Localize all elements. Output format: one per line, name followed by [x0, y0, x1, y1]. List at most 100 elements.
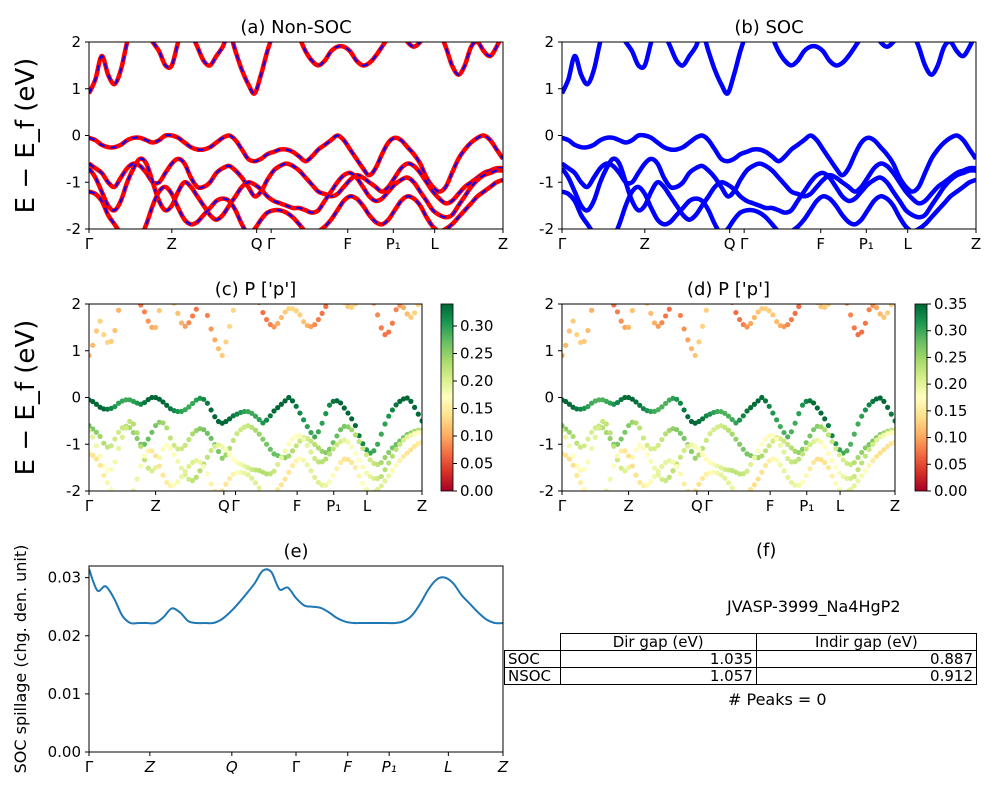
projection-point — [644, 304, 650, 306]
projection-point — [323, 482, 329, 488]
projection-point — [637, 425, 643, 431]
projection-point — [338, 293, 343, 298]
projection-point — [859, 460, 865, 466]
band-line — [89, 177, 503, 229]
projection-point — [737, 441, 743, 447]
projection-point — [175, 408, 181, 415]
projection-point — [352, 432, 358, 438]
projection-point — [293, 403, 299, 409]
projection-point — [164, 425, 170, 431]
projection-point — [97, 318, 103, 324]
projection-point — [234, 431, 240, 437]
projection-point — [659, 436, 665, 443]
projection-point — [312, 441, 318, 448]
projection-point — [614, 309, 621, 315]
projection-point — [304, 423, 310, 430]
projection-point — [326, 446, 333, 452]
projection-point — [688, 448, 695, 455]
projection-point — [412, 404, 418, 410]
projection-point — [323, 456, 329, 462]
x-tick-label: Z — [167, 235, 177, 253]
projection-point — [89, 422, 92, 429]
projection-point — [851, 459, 857, 466]
projection-point — [286, 453, 292, 459]
projection-point — [349, 444, 355, 450]
projection-point — [633, 293, 638, 298]
projection-point — [892, 418, 895, 424]
projection-point — [345, 456, 351, 463]
projection-point — [297, 410, 303, 416]
projection-point — [748, 405, 754, 411]
projection-point — [167, 435, 173, 441]
band-line — [562, 156, 976, 206]
projection-point — [788, 479, 795, 486]
projection-point — [97, 462, 103, 468]
projection-point — [637, 442, 643, 448]
projection-point — [375, 312, 381, 318]
projection-point — [800, 297, 805, 302]
projection-point — [562, 352, 565, 359]
projection-point — [641, 291, 646, 296]
projection-point — [223, 418, 229, 425]
projection-point — [378, 325, 384, 331]
y-tick-label: 2 — [544, 33, 554, 51]
spillage-line — [89, 568, 503, 625]
projection-point — [212, 337, 218, 343]
projection-point — [352, 451, 358, 457]
projection-point — [677, 400, 684, 406]
gap-table-header-row: Dir gap (eV) Indir gap (eV) — [504, 633, 978, 651]
projection-point — [633, 399, 639, 405]
projection-point — [164, 479, 170, 486]
panel-title: (c) P ['p'] — [215, 279, 297, 300]
projection-point — [178, 446, 185, 452]
projection-point — [566, 443, 573, 449]
projection-point — [93, 429, 99, 435]
projection-point — [614, 453, 621, 459]
projection-point — [415, 411, 421, 417]
projection-point — [127, 498, 132, 503]
projection-point — [751, 482, 758, 488]
projection-point — [134, 435, 140, 442]
projection-point — [563, 452, 569, 458]
projection-point — [145, 318, 151, 324]
projection-point — [178, 473, 185, 480]
gap-table-header-dir: Dir gap (eV) — [559, 633, 757, 651]
projection-point — [844, 304, 850, 306]
y-tick-label: 0 — [544, 389, 554, 407]
projection-point — [382, 332, 388, 338]
projection-point — [304, 442, 310, 448]
projection-point — [562, 422, 565, 429]
projection-point — [655, 323, 661, 329]
projection-point — [737, 492, 742, 497]
projection-point — [637, 479, 643, 486]
colorbar-tick-label: 0.25 — [460, 345, 493, 363]
band-line — [562, 177, 976, 229]
projection-point — [304, 462, 310, 468]
projection-point — [574, 332, 580, 338]
projection-point — [197, 459, 203, 465]
projection-point — [349, 427, 355, 433]
axes-frame — [88, 303, 423, 492]
projection-point — [685, 488, 691, 491]
projection-point — [145, 448, 151, 454]
projection-point — [256, 431, 262, 437]
projection-point — [788, 445, 795, 451]
projection-point — [696, 447, 702, 453]
projection-point — [759, 441, 765, 447]
projection-point — [626, 422, 632, 429]
projection-point — [603, 421, 610, 427]
x-tick-label: Γ — [558, 497, 567, 515]
projection-point — [822, 304, 828, 310]
projection-point — [345, 424, 351, 430]
y-axis-label: SOC spillage (chg. den. unit) — [11, 545, 30, 774]
projection-point — [282, 309, 288, 315]
projection-point — [651, 473, 658, 480]
projection-point — [160, 420, 166, 426]
projection-point — [145, 436, 151, 442]
projection-point — [315, 479, 321, 486]
projection-point — [123, 425, 129, 431]
projection-point — [389, 468, 395, 474]
y-tick-label: 0.01 — [48, 685, 81, 703]
projection-point — [788, 429, 795, 435]
